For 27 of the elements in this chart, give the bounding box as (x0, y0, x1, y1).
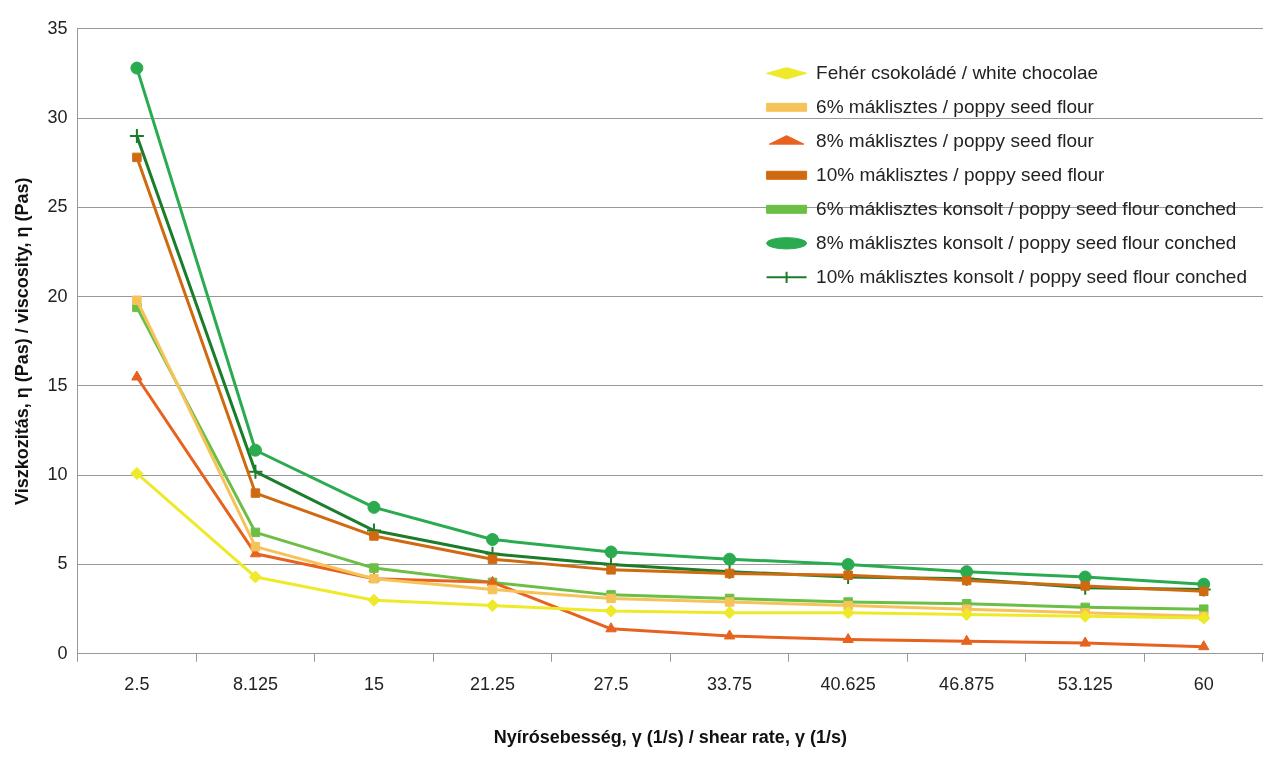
y-tick-label: 5 (57, 553, 68, 574)
legend-label: 8% máklisztes konsolt / poppy seed flour conched (816, 231, 1237, 253)
x-tick-label: 27.5 (593, 673, 629, 694)
x-tick-label: 53.125 (1057, 673, 1113, 694)
x-tick-label: 21.25 (469, 673, 516, 694)
legend-label: Fehér csokoládé / white chocolae (816, 61, 1099, 83)
x-axis-title: Nyírósebesség, γ (1/s) / shear rate, γ (1/s) (493, 727, 847, 748)
y-tick-label: 30 (47, 107, 68, 128)
y-tick-label: 10 (47, 464, 68, 485)
y-axis-title: Viszkozitás, η (Pas) / viscosity, η (Pas) (11, 177, 32, 506)
legend-label: 10% máklisztes / poppy seed flour (816, 163, 1106, 185)
x-tick-label: 8.125 (232, 673, 278, 694)
legend-label: 6% máklisztes konsolt / poppy seed flour conched (816, 197, 1237, 219)
x-tick-label: 15 (363, 673, 384, 694)
legend-label: 8% máklisztes / poppy seed flour (816, 129, 1095, 151)
y-tick-label: 20 (47, 285, 68, 306)
y-tick-label: 25 (47, 196, 68, 217)
legend-label: 10% máklisztes konsolt / poppy seed flour conched (816, 265, 1247, 287)
y-tick-label: 0 (57, 642, 68, 663)
x-tick-label: 40.625 (820, 673, 876, 694)
x-tick-label: 33.75 (707, 673, 753, 694)
legend-label: 6% máklisztes / poppy seed flour (816, 95, 1095, 117)
y-tick-label: 15 (47, 374, 68, 395)
y-tick-label: 35 (47, 17, 68, 38)
x-tick-label: 2.5 (124, 673, 150, 694)
x-tick-label: 46.875 (939, 673, 995, 694)
x-tick-label: 60 (1193, 673, 1214, 694)
